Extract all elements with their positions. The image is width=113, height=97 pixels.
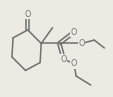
Text: O: O bbox=[24, 10, 31, 19]
Text: O: O bbox=[70, 28, 76, 37]
Text: O: O bbox=[78, 39, 84, 48]
Text: O: O bbox=[70, 59, 76, 68]
Text: O: O bbox=[60, 55, 66, 64]
